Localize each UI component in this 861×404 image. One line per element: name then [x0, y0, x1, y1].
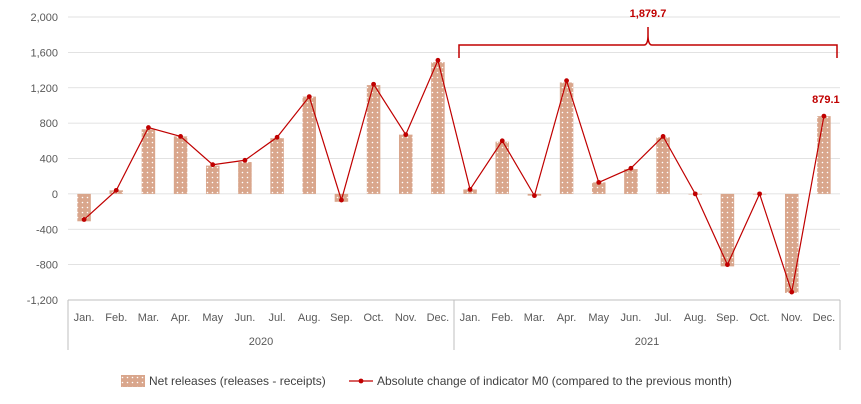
y-tick-label: 2,000 [30, 12, 58, 24]
line-point [306, 94, 312, 99]
x-tick-label: Jan. [460, 312, 481, 324]
bar [205, 165, 220, 194]
line-point [113, 187, 119, 193]
line-series [81, 57, 827, 295]
line-point [757, 191, 762, 197]
bar [591, 182, 606, 194]
x-tick-label: Jul. [269, 312, 286, 324]
point-label: 879.1 [812, 94, 840, 106]
year-label: 2020 [249, 336, 273, 348]
line-point [821, 113, 827, 119]
line-point [403, 132, 409, 138]
y-tick-label: -400 [36, 224, 58, 236]
x-tick-label: Oct. [749, 312, 769, 324]
y-tick-label: 1,200 [30, 83, 58, 95]
line-point [660, 133, 666, 139]
y-tick-label: -1,200 [27, 295, 58, 307]
x-tick-label: Apr. [557, 312, 577, 324]
bar [495, 141, 510, 194]
x-tick-label: Oct. [363, 312, 383, 324]
legend-bar-swatch [121, 375, 145, 387]
x-tick-label: Feb. [491, 312, 513, 324]
bar [173, 136, 188, 194]
y-tick-label: 0 [52, 189, 58, 201]
bar [431, 62, 445, 194]
year-label: 2021 [635, 336, 659, 348]
bar [302, 96, 317, 194]
line-point [371, 81, 376, 87]
line-point [596, 179, 602, 185]
bar [398, 134, 413, 194]
legend-bar-label: Net releases (releases - receipts) [149, 374, 326, 388]
y-tick-label: 1,600 [30, 47, 58, 59]
series-line [83, 58, 825, 293]
line-point [210, 162, 216, 168]
legend-line-marker [358, 378, 364, 384]
x-tick-label: Nov. [781, 312, 803, 324]
line-point [435, 57, 441, 63]
x-tick-label: Dec. [427, 312, 450, 324]
bar [77, 193, 91, 222]
x-tick-label: Feb. [105, 312, 127, 324]
x-tick-label: May [588, 312, 609, 324]
line-point [564, 78, 569, 84]
line-point [339, 197, 344, 203]
brace-label: 1,879.7 [630, 8, 667, 20]
annotations: 1,879.7 879.1 [458, 8, 840, 106]
bar [238, 162, 252, 194]
x-tick-label: Jun. [621, 312, 642, 324]
line-point [178, 133, 183, 139]
bar [784, 193, 799, 293]
line-point [146, 125, 151, 130]
x-tick-label: Mar. [524, 312, 545, 324]
bar [624, 169, 638, 194]
bar [720, 193, 735, 267]
bar [817, 116, 831, 194]
line-point [274, 134, 280, 140]
x-tick-label: Apr. [171, 312, 191, 324]
y-tick-label: 400 [40, 154, 58, 166]
x-tick-label: May [202, 312, 223, 324]
bar [559, 82, 574, 194]
x-tick-label: Aug. [684, 312, 707, 324]
line-point [692, 191, 698, 197]
x-tick-label: Nov. [395, 312, 417, 324]
brace [458, 27, 838, 58]
x-axis: Jan. Feb. Mar. Apr. May Jun. Jul. Aug. Sep. Oct. N… [67, 299, 841, 350]
bar-series [77, 62, 831, 293]
x-tick-label: Sep. [330, 312, 353, 324]
line-point [81, 217, 87, 222]
line-point [789, 289, 795, 295]
line-point [532, 193, 537, 199]
x-tick-label: Dec. [813, 312, 836, 324]
x-tick-label: Aug. [298, 312, 321, 324]
line-point [499, 138, 505, 144]
legend-line-label: Absolute change of indicator M0 (compare… [377, 374, 732, 388]
legend: Net releases (releases - receipts) Absolu… [121, 374, 732, 388]
bar [141, 129, 156, 194]
x-tick-label: Jun. [235, 312, 256, 324]
bar [656, 137, 670, 194]
line-point [467, 187, 473, 192]
x-tick-label: Jul. [655, 312, 672, 324]
line-point [242, 157, 248, 163]
bar [270, 138, 284, 194]
y-tick-label: -800 [36, 260, 58, 272]
x-tick-label: Jan. [74, 312, 95, 324]
y-tick-label: 800 [40, 118, 58, 130]
bar [366, 85, 381, 194]
x-tick-label: Mar. [138, 312, 159, 324]
line-point [725, 262, 730, 268]
y-axis: -1,200 -800 -400 0 400 800 1,200 1,600 2,000 [27, 12, 58, 307]
line-point [628, 165, 634, 171]
x-tick-label: Sep. [716, 312, 739, 324]
